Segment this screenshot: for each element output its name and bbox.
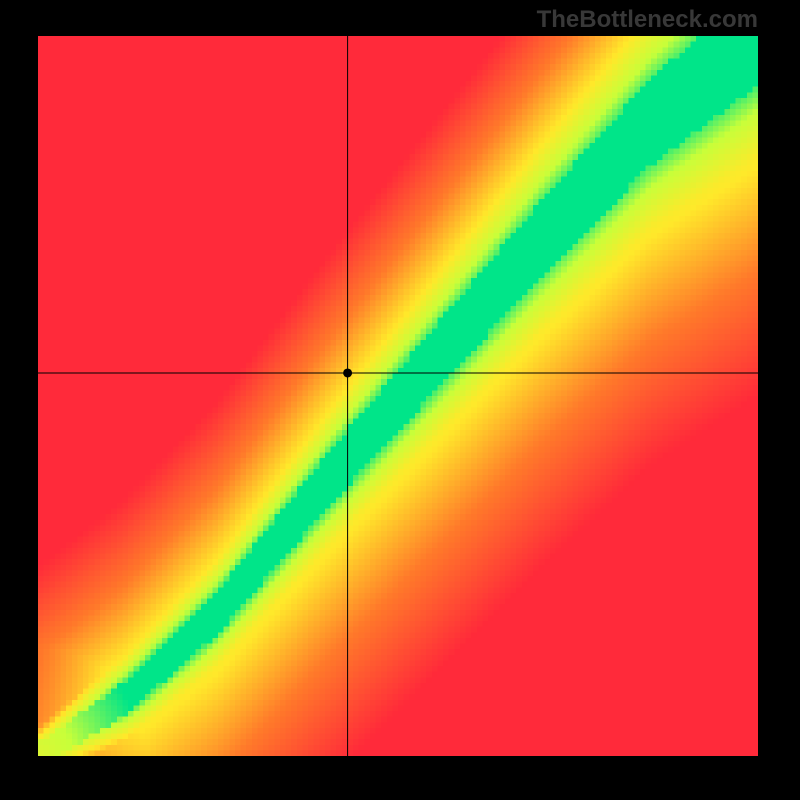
crosshair-overlay [0,0,800,800]
watermark-text: TheBottleneck.com [537,6,758,34]
crosshair-marker [343,368,352,377]
